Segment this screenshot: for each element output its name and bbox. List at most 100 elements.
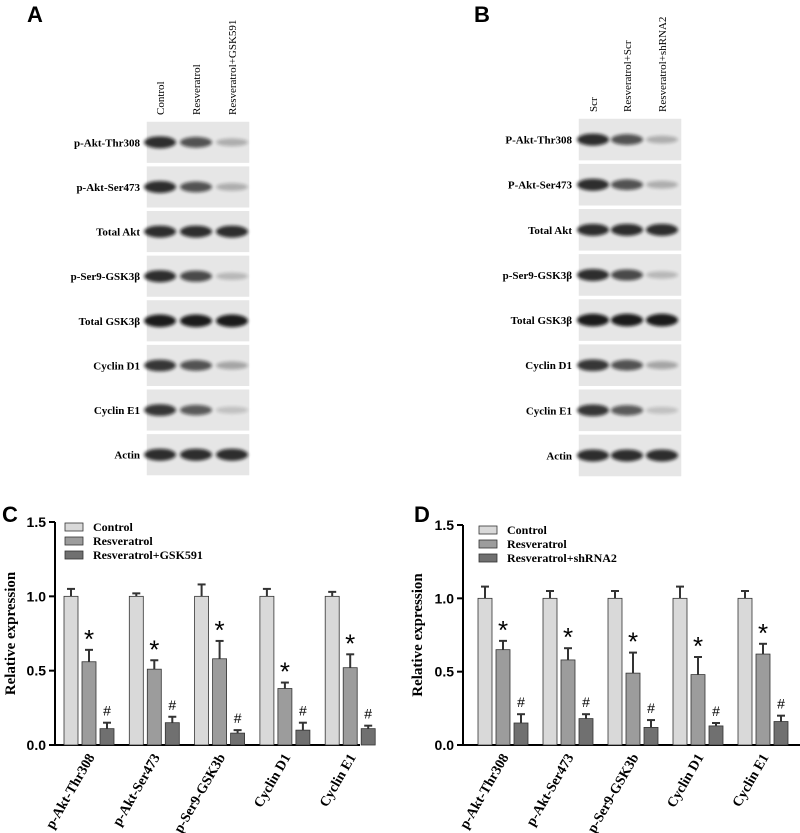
legend-label: Resveratrol [507,537,567,551]
bar [477,597,493,746]
y-tick-label: 0.5 [435,664,455,680]
bar [773,721,789,746]
significance-mark: # [517,694,525,710]
blot-band [144,136,176,149]
blot-band [577,133,609,146]
row-label: p-Akt-Ser473 [76,182,140,194]
legend-swatch [478,525,498,535]
blot-band [216,272,248,280]
row-label: P-Akt-Ser473 [508,180,573,192]
significance-mark: * [693,631,703,661]
blot-band [216,138,248,147]
blot-band [577,404,609,417]
blot-band [577,313,609,327]
bar [360,728,376,746]
blot-band [216,406,248,414]
significance-mark: * [280,657,290,687]
blot-band [646,271,678,279]
row-label: p-Akt-Thr308 [74,137,141,149]
blot-band [144,359,176,372]
blot-band [577,223,609,236]
y-tick-label: 0.5 [27,663,47,679]
bar [230,732,246,746]
x-tick-label: p-Ser9-GSK3b [172,751,229,833]
significance-mark: # [299,703,307,719]
x-tick-label: Cyclin E1 [730,752,772,810]
blot-band [646,361,678,370]
x-tick-label: p-Ser9-GSK3b [585,751,642,833]
blot-band [180,181,212,193]
significance-mark: # [234,710,242,726]
bar [643,727,659,746]
y-tick-label: 1.5 [435,517,455,533]
blot-band [577,178,609,191]
legend-label: Resveratrol+shRNA2 [507,551,617,565]
row-label: Actin [114,450,140,462]
x-tick-label: Cyclin D1 [252,752,295,811]
blot-band [611,405,643,416]
blot-band [577,268,609,281]
blot-band [180,448,212,461]
blot-band [144,448,176,461]
blot-band [216,448,248,461]
significance-mark: # [364,706,372,722]
bar [63,595,79,746]
significance-mark: * [498,615,508,645]
lane-label: Resveratrol [191,64,203,115]
significance-mark: # [103,703,111,719]
bar [625,672,641,746]
blot-band [611,449,643,462]
row-label: Actin [546,450,572,462]
bar [672,597,688,746]
bar [495,649,511,746]
x-tick-label: Cyclin D1 [665,752,708,811]
significance-mark: # [647,700,655,716]
x-tick-label: p-Akt-Thr308 [43,752,98,832]
blot-band [180,270,212,282]
bar [690,674,706,746]
bar [212,658,228,746]
blot-band [646,180,678,189]
lane-label: Resveratrol+GSK591 [227,20,239,115]
x-tick-label: p-Akt-Thr308 [457,752,512,832]
bar [578,718,594,746]
bar [259,595,275,746]
blot-band [180,314,212,328]
blot-band [180,360,212,371]
y-tick-label: 0.0 [435,737,455,753]
row-label: Total Akt [96,227,140,239]
blot-band [180,225,212,238]
significance-mark: # [777,696,785,712]
significance-mark: # [712,703,720,719]
significance-mark: * [758,618,768,648]
blot-band [216,225,248,238]
significance-mark: # [582,694,590,710]
row-label: Cyclin D1 [525,360,572,372]
bar [164,722,180,746]
blot-band [577,449,609,462]
blot-band [144,225,176,238]
blot-band [646,406,678,414]
panel-letter: B [474,2,490,27]
bar [324,595,340,746]
blot-band [180,136,212,148]
x-tick-label: Cyclin E1 [317,752,359,810]
legend-label: Control [507,523,547,537]
blot-band [144,270,176,283]
legend-swatch [478,539,498,549]
blot-band [646,135,678,144]
y-axis-title: Relative expression [3,571,19,695]
bar [607,597,623,746]
panel-letter: D [414,502,430,527]
legend-swatch [64,536,84,546]
lane-label: Control [155,81,167,115]
y-axis-title: Relative expression [410,573,426,697]
y-tick-label: 1.0 [27,588,47,604]
bar [128,595,144,746]
blot-band [611,269,643,281]
significance-mark: # [168,697,176,713]
row-label: Total GSK3β [511,315,573,327]
row-label: Total GSK3β [79,316,141,328]
bar [560,659,576,746]
